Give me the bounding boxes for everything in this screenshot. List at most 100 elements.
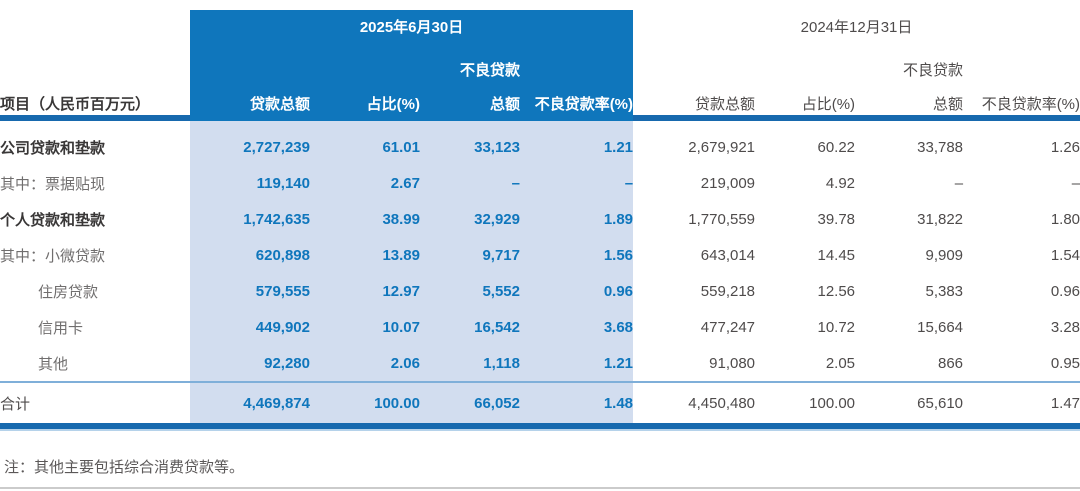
loan-breakdown-table: 2025年6月30日 2024年12月31日 不良贷款 不良贷款 项目（人民币百… xyxy=(0,0,1080,423)
cell: 4,469,874 xyxy=(243,394,310,412)
cell: 60.22 xyxy=(817,138,856,156)
cell: 12.97 xyxy=(382,282,420,300)
cell: 2.67 xyxy=(390,174,420,192)
period-header-row: 2025年6月30日 2024年12月31日 xyxy=(0,0,1080,52)
cell: 1.48 xyxy=(603,394,634,412)
cell: 1.89 xyxy=(603,210,634,228)
cell: 2,727,239 xyxy=(243,138,310,156)
cell: 16,542 xyxy=(474,318,520,336)
cell: 0.96 xyxy=(1050,282,1080,300)
cell: 91,080 xyxy=(709,354,756,372)
row-label: 住房贷款 xyxy=(38,283,99,301)
cell: 1.21 xyxy=(603,354,634,372)
col-header-share-2024: 占比(%) xyxy=(801,96,856,113)
table-bottom-line xyxy=(0,423,1080,429)
cell: 92,280 xyxy=(264,354,310,372)
cell: 1.26 xyxy=(1050,138,1080,156)
cell: 0.95 xyxy=(1050,354,1080,372)
table-row-others: 其他 92,280 2.06 1,118 1.21 91,080 2.05 86… xyxy=(0,345,1080,381)
cell: 866 xyxy=(938,354,964,372)
npl-group-label-2024: 不良贷款 xyxy=(903,61,964,79)
table-bottom-underline xyxy=(0,429,1080,431)
total-row-top-line xyxy=(0,381,1080,383)
cell: 5,552 xyxy=(482,282,520,300)
cell: – xyxy=(954,174,964,192)
cell: 4.92 xyxy=(825,174,856,192)
row-label: 合计 xyxy=(0,395,31,413)
table-row-personal-loans: 个人贷款和垫款 1,742,635 38.99 32,929 1.89 1,77… xyxy=(0,201,1080,237)
cell: 100.00 xyxy=(809,394,856,412)
row-label: 其中：票据贴现 xyxy=(0,175,106,193)
row-label: 其中：小微贷款 xyxy=(0,247,106,265)
col-header-gross-loans-2024: 贷款总额 xyxy=(695,96,756,113)
cell: 2.06 xyxy=(390,354,420,372)
cell: 61.01 xyxy=(382,138,420,156)
cell: 9,717 xyxy=(482,246,520,264)
table-row-micro-loans: 其中：小微贷款 620,898 13.89 9,717 1.56 643,014… xyxy=(0,237,1080,273)
footnote: 注：其他主要包括综合消费贷款等。 xyxy=(4,459,245,476)
col-header-npl-ratio-2025: 不良贷款率(%) xyxy=(534,96,634,113)
body-top-spacer xyxy=(0,121,1080,129)
period-2025-header-background xyxy=(190,10,633,121)
cell: 33,123 xyxy=(474,138,520,156)
cell: 2,679,921 xyxy=(688,138,756,156)
cell: 643,014 xyxy=(700,246,756,264)
table-row-corporate-loans: 公司贷款和垫款 2,727,239 61.01 33,123 1.21 2,67… xyxy=(0,129,1080,165)
cell: 2.05 xyxy=(825,354,856,372)
column-header-row: 项目（人民币百万元） 贷款总额 占比(%) 总额 不良贷款率(%) 贷款总额 占… xyxy=(0,86,1080,121)
cell: 1,118 xyxy=(483,354,520,372)
cell: 0.96 xyxy=(603,282,634,300)
cell: – xyxy=(511,174,520,192)
cell: 1,742,635 xyxy=(243,210,310,228)
cell: 119,140 xyxy=(256,174,310,192)
col-header-npl-ratio-2024: 不良贷款率(%) xyxy=(981,96,1080,113)
col-header-share-2025: 占比(%) xyxy=(366,96,420,113)
cell: 620,898 xyxy=(255,246,310,264)
cell: 10.07 xyxy=(382,318,420,336)
row-label: 个人贷款和垫款 xyxy=(0,211,106,229)
cell: 100.00 xyxy=(374,394,420,412)
project-column-header: 项目（人民币百万元） xyxy=(0,96,151,113)
col-header-npl-amount-2025: 总额 xyxy=(489,96,520,113)
period-2025-date: 2025年6月30日 xyxy=(359,18,464,36)
col-header-npl-amount-2024: 总额 xyxy=(933,96,964,113)
cell: 65,610 xyxy=(917,394,964,412)
cell: 477,247 xyxy=(700,318,756,336)
table-row-total: 合计 4,469,874 100.00 66,052 1.48 4,450,48… xyxy=(0,383,1080,423)
cell: 1.54 xyxy=(1050,246,1080,264)
cell: 33,788 xyxy=(917,138,964,156)
cell: 15,664 xyxy=(917,318,964,336)
cell: 1.80 xyxy=(1050,210,1080,228)
cell: 579,555 xyxy=(255,282,310,300)
cell: – xyxy=(1071,174,1080,192)
cell: 14.45 xyxy=(817,246,856,264)
cell: 1.47 xyxy=(1050,394,1080,412)
row-label: 公司贷款和垫款 xyxy=(0,139,106,157)
cell: 9,909 xyxy=(925,246,964,264)
cell: 1,770,559 xyxy=(688,210,756,228)
cell: 1.56 xyxy=(603,246,634,264)
table-row-bill-discounting: 其中：票据贴现 119,140 2.67 – – 219,009 4.92 – … xyxy=(0,165,1080,201)
cell: 449,902 xyxy=(255,318,310,336)
cell: 10.72 xyxy=(817,318,856,336)
row-label: 信用卡 xyxy=(38,319,84,337)
cell: 66,052 xyxy=(474,394,520,412)
cell: 3.68 xyxy=(603,318,634,336)
table-row-credit-card: 信用卡 449,902 10.07 16,542 3.68 477,247 10… xyxy=(0,309,1080,345)
cell: 13.89 xyxy=(382,246,420,264)
row-label: 其他 xyxy=(38,355,69,373)
npl-group-label-2025: 不良贷款 xyxy=(459,61,520,79)
col-header-gross-loans-2025: 贷款总额 xyxy=(249,96,310,113)
cell: 559,218 xyxy=(700,282,756,300)
cell: 31,822 xyxy=(917,210,964,228)
cell: 5,383 xyxy=(925,282,964,300)
cell: – xyxy=(624,174,634,192)
page-bottom-rule xyxy=(0,487,1080,489)
period-2025-body-background xyxy=(190,121,633,423)
cell: 3.28 xyxy=(1050,318,1080,336)
npl-group-header-row: 不良贷款 不良贷款 xyxy=(0,52,1080,86)
cell: 219,009 xyxy=(700,174,756,192)
period-2024-date: 2024年12月31日 xyxy=(800,18,913,36)
cell: 39.78 xyxy=(817,210,856,228)
